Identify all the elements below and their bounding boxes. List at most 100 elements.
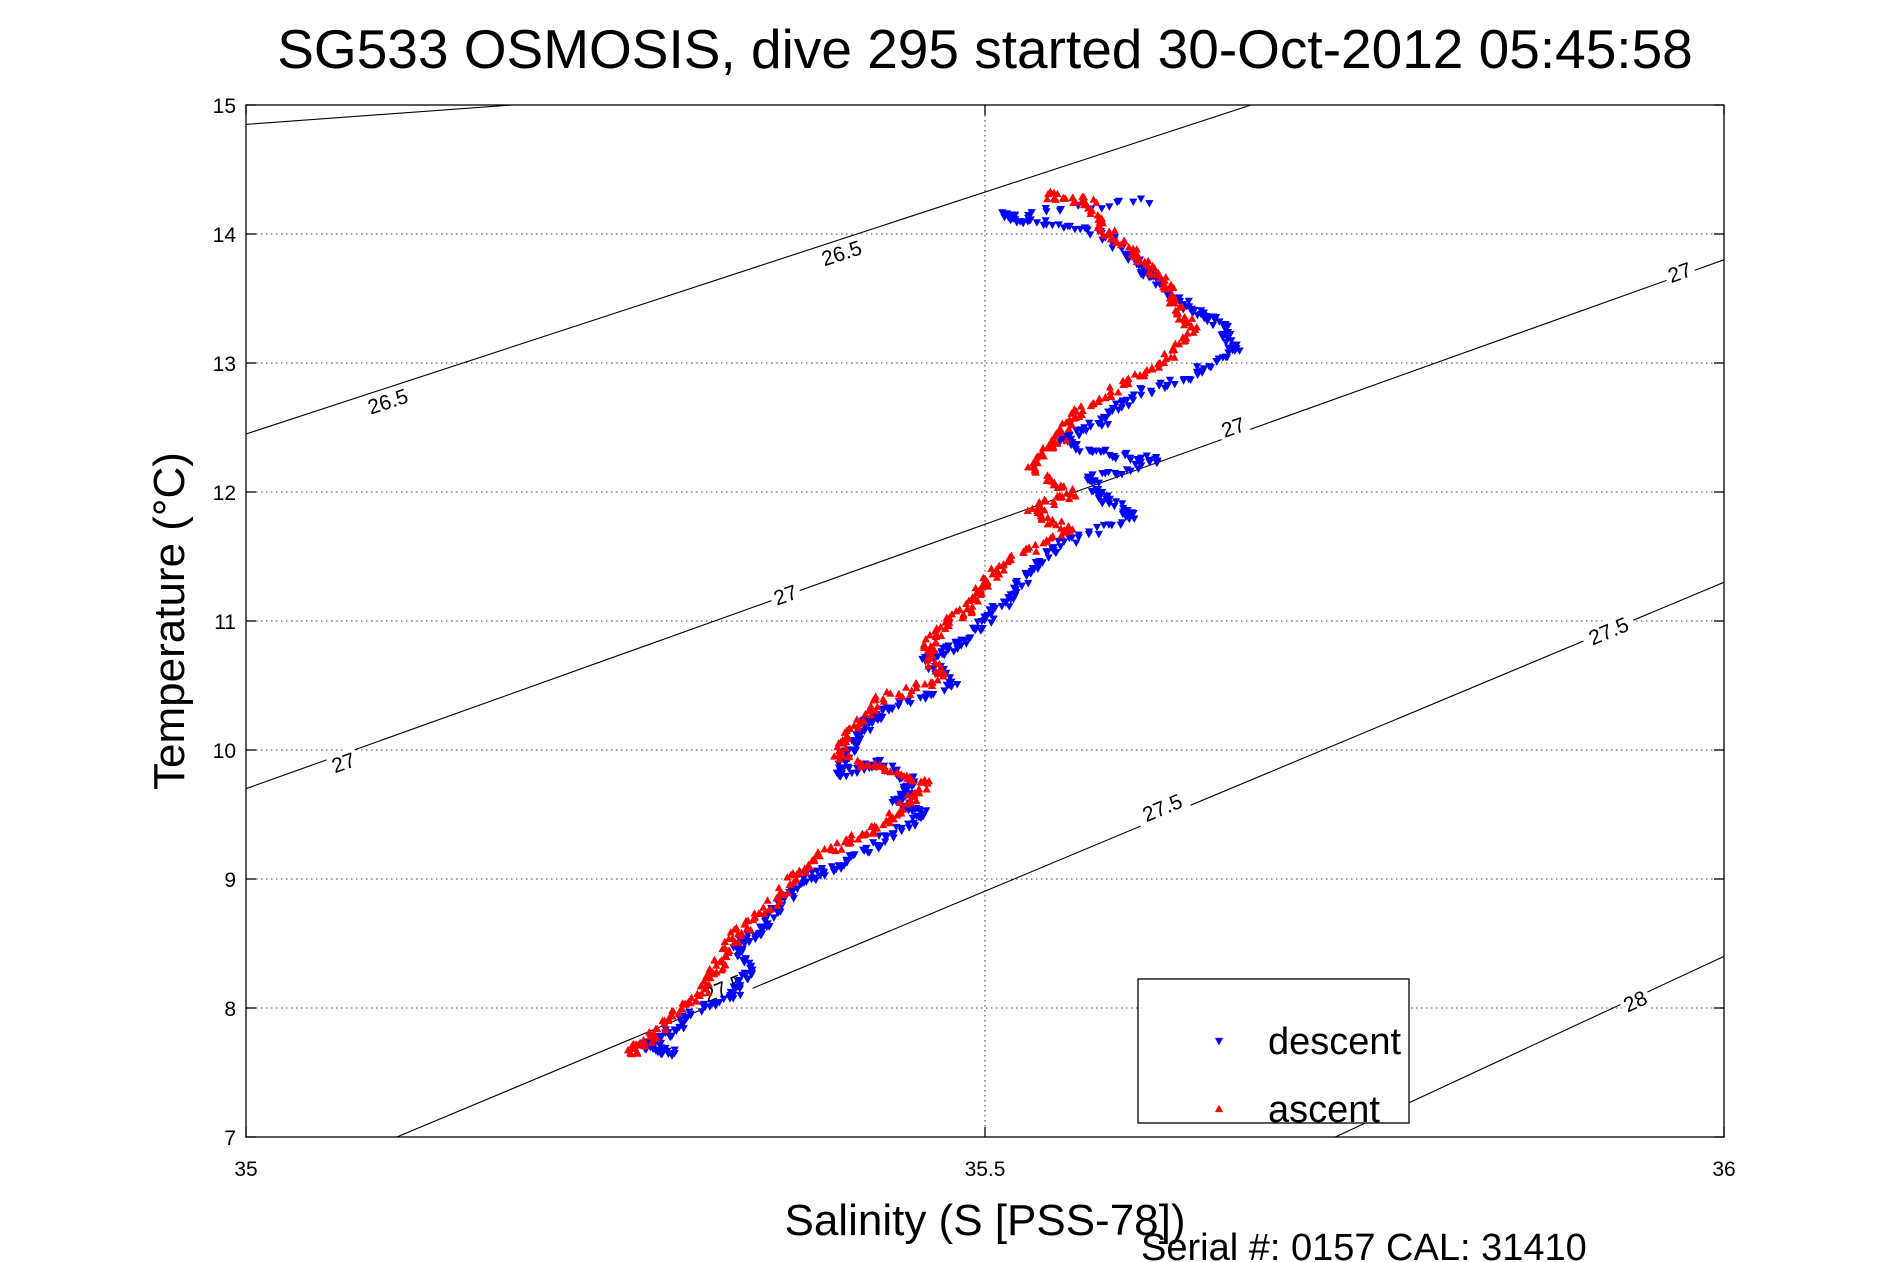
ascent-point <box>867 822 876 831</box>
legend-label-descent: descent <box>1268 1021 1402 1063</box>
ascent-point <box>1041 497 1051 505</box>
ascent-point <box>1093 211 1102 219</box>
ascent-point <box>1124 379 1133 388</box>
descent-point <box>976 627 985 635</box>
ascent-point <box>1183 318 1193 327</box>
descent-point <box>945 681 954 690</box>
ascent-point <box>1062 436 1071 444</box>
ascent-point <box>1154 363 1164 371</box>
x-tick-label: 35.5 <box>965 1158 1006 1181</box>
descent-point <box>1011 211 1020 220</box>
ascent-point <box>1047 518 1056 527</box>
descent-point <box>1142 452 1151 460</box>
ascent-point <box>868 829 877 837</box>
ascent-point <box>729 938 739 947</box>
ascent-point <box>741 916 751 925</box>
ascent-point <box>1065 494 1074 502</box>
ascent-point <box>1088 399 1097 408</box>
ascent-point <box>935 659 944 668</box>
ascent-point <box>1069 198 1078 207</box>
ascent-point <box>860 830 870 839</box>
descent-point <box>789 895 798 903</box>
descent-point <box>757 925 766 933</box>
ascent-point <box>987 564 996 572</box>
ascent-point <box>875 762 884 770</box>
ascent-point <box>1179 314 1188 322</box>
descent-point <box>773 909 783 918</box>
descent-point <box>1022 572 1031 581</box>
legend: descent ascent <box>1137 978 1410 1131</box>
descent-point <box>1076 225 1085 234</box>
ascent-point <box>1086 206 1096 215</box>
density-contour-line <box>396 581 1724 1137</box>
ascent-point <box>720 943 729 952</box>
ascent-point <box>952 606 961 615</box>
descent-point <box>1098 499 1107 508</box>
x-tick-label: 36 <box>1712 1158 1735 1181</box>
ascent-point <box>1043 194 1052 203</box>
ascent-point <box>902 683 911 691</box>
descent-point <box>1103 421 1113 429</box>
descent-point <box>1137 386 1146 394</box>
descent-point <box>653 1046 662 1055</box>
descent-point <box>1190 306 1199 315</box>
ascent-point <box>1067 409 1076 417</box>
ascent-point <box>1019 548 1028 557</box>
ascent-point <box>999 566 1008 574</box>
ascent-point <box>1058 419 1067 427</box>
descent-point <box>1049 547 1058 555</box>
ascent-point <box>866 711 876 719</box>
descent-point <box>859 846 868 854</box>
descent-point <box>953 681 962 689</box>
ascent-point <box>1092 198 1101 206</box>
descent-point <box>1134 465 1143 473</box>
descent-point <box>1136 458 1146 467</box>
descent-point <box>1155 382 1164 390</box>
descent-point <box>1024 580 1033 588</box>
ascent-point <box>1063 527 1072 535</box>
descent-point <box>733 953 742 961</box>
ascent-point <box>1056 524 1066 532</box>
descent-point <box>1070 225 1080 234</box>
descent-point <box>1113 198 1122 207</box>
descent-point <box>889 830 898 838</box>
ascent-point <box>660 1019 669 1027</box>
descent-point <box>907 807 917 815</box>
descent-point <box>897 824 906 833</box>
ascent-point <box>815 851 824 860</box>
ascent-point <box>626 1048 635 1057</box>
descent-point <box>1126 454 1135 463</box>
contour-label-background <box>812 233 871 274</box>
descent-point <box>1111 400 1121 408</box>
descent-point <box>1230 347 1239 355</box>
descent-point <box>1179 377 1188 385</box>
descent-point <box>908 814 917 823</box>
density-contour-line <box>246 105 1252 435</box>
descent-point <box>1094 419 1103 428</box>
ascent-point <box>1028 504 1037 512</box>
y-axis-label: Temperature (°C) <box>145 452 194 790</box>
ascent-point <box>866 706 876 715</box>
ascent-point <box>1152 270 1161 279</box>
ascent-point <box>920 679 930 688</box>
descent-point <box>736 991 745 1000</box>
ascent-point <box>1064 424 1073 433</box>
ascent-point <box>934 669 943 677</box>
descent-point <box>1098 470 1107 478</box>
ascent-point <box>879 820 888 829</box>
descent-point <box>796 881 805 889</box>
ascent-point <box>928 678 937 686</box>
ascent-point <box>995 561 1004 570</box>
descent-point <box>1113 471 1122 479</box>
descent-point <box>1208 321 1218 330</box>
descent-point <box>743 975 752 984</box>
descent-point <box>1114 406 1123 415</box>
descent-point <box>1205 314 1214 322</box>
descent-point <box>1041 205 1050 213</box>
ascent-point <box>1024 463 1033 471</box>
ascent-point <box>664 1016 673 1025</box>
ascent-point <box>879 697 889 705</box>
descent-point <box>1193 371 1202 379</box>
ascent-point <box>783 888 793 897</box>
